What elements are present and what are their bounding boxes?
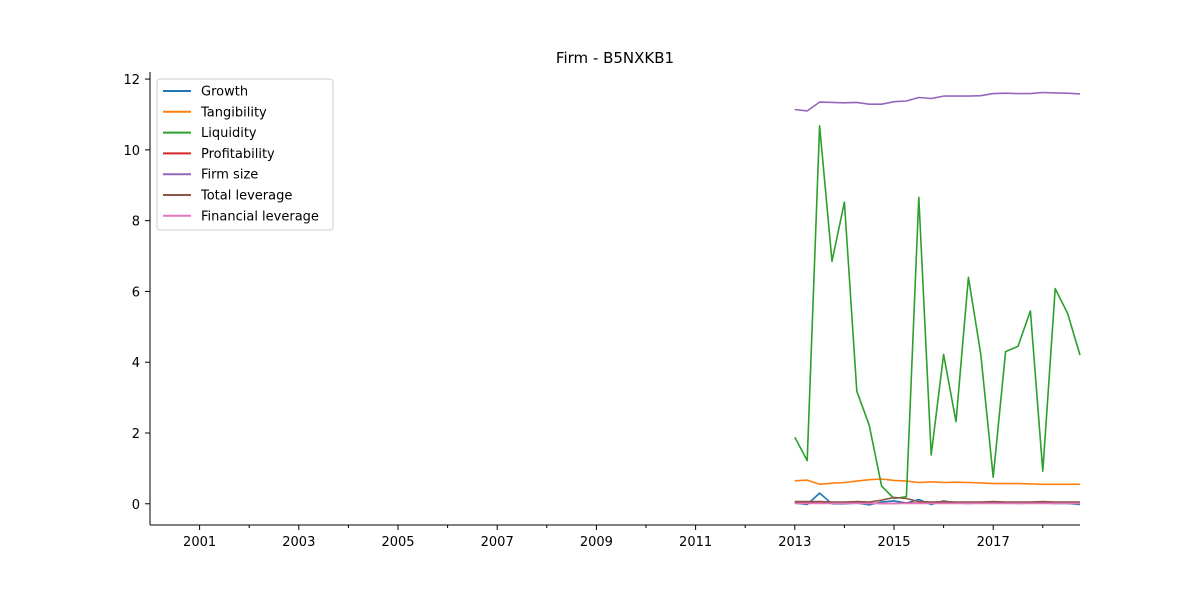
x-tick-label: 2003 [282,535,315,550]
x-tick-label: 2015 [877,535,910,550]
y-tick-label: 2 [132,427,140,442]
legend-item-growth: Growth [163,85,248,100]
chart-title: Firm - B5NXKB1 [556,49,674,67]
legend-label: Growth [201,85,248,100]
legend-item-liquidity: Liquidity [163,126,257,141]
legend-item-financial-leverage: Financial leverage [163,209,319,224]
legend-item-profitability: Profitability [163,147,275,162]
legend-label: Tangibility [200,105,267,120]
legend: Growth Tangibility Liquidity Profitability F… [156,78,334,231]
x-tick-label: 2013 [778,535,811,550]
legend-label: Firm size [201,168,258,183]
legend-item-tangibility: Tangibility [163,105,267,120]
series-line-total-leverage [794,496,1080,503]
y-axis-ticks: 0 2 4 6 8 10 12 [123,73,150,513]
legend-label: Profitability [201,147,275,162]
y-tick-label: 4 [132,356,140,371]
legend-frame [156,78,334,231]
legend-label: Financial leverage [201,209,319,224]
y-tick-label: 6 [132,285,140,300]
y-tick-label: 0 [132,498,140,513]
axes [149,72,1080,526]
series-line-liquidity [794,125,1081,500]
x-tick-label: 2005 [381,535,414,550]
legend-item-firm-size: Firm size [163,168,258,183]
x-axis-ticks: 2001 2003 2005 2007 2009 2011 2013 2015 2017 [183,525,1044,550]
y-tick-label: 10 [123,144,140,159]
x-tick-label: 2017 [977,535,1010,550]
x-tick-label: 2011 [679,535,712,550]
legend-item-total-leverage: Total leverage [163,189,292,204]
series-line-firm-size [794,91,1081,112]
plot-area [794,91,1081,506]
series-line-tangibility [794,478,1080,486]
y-tick-label: 12 [123,73,140,88]
y-tick-label: 8 [132,215,140,230]
legend-label: Liquidity [201,126,257,141]
x-tick-label: 2001 [183,535,216,550]
x-tick-label: 2007 [481,535,514,550]
x-tick-label: 2009 [580,535,613,550]
legend-label: Total leverage [200,189,292,204]
